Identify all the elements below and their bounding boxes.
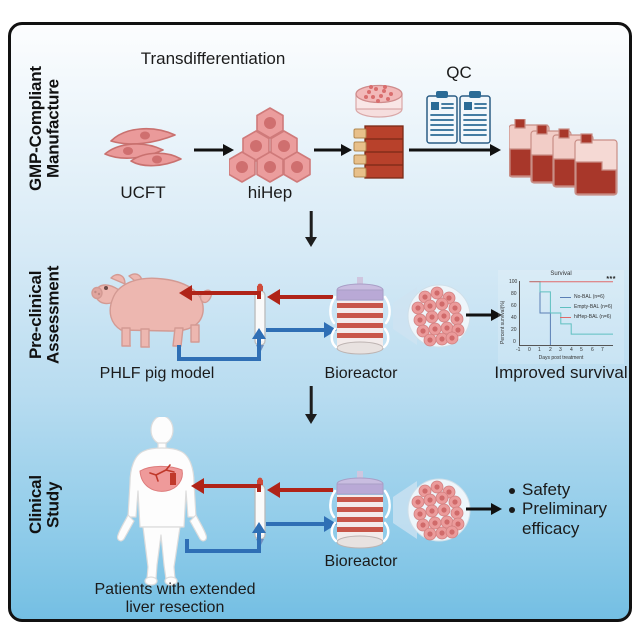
chart-x-tick: 6 — [591, 347, 594, 353]
chart-legend: No-BAL (n=6) Empty-BAL (n=6) hiHep-BAL (… — [560, 294, 612, 320]
venous-line-to-bioreactor-clinical — [266, 522, 326, 526]
chart-y-tick: 20 — [511, 327, 517, 333]
arterial-arrowhead-in-clinical — [267, 482, 280, 498]
arterial-line-in-clinical — [278, 488, 333, 492]
chart-x-tick: 5 — [580, 347, 583, 353]
pig-icon — [91, 273, 213, 348]
human-body-liver-icon — [116, 417, 208, 586]
chart-y-tick: 80 — [511, 291, 517, 297]
arterial-line-out-clinical — [203, 484, 261, 488]
culture-dish-icon — [355, 84, 403, 118]
vial-stack-icon — [353, 125, 404, 179]
legend-label: hiHep-BAL (n=6) — [574, 314, 612, 320]
legend-entry: No-BAL (n=6) — [560, 294, 612, 300]
outcome-label: Safety — [522, 480, 571, 499]
chart-x-tick: 4 — [570, 347, 573, 353]
legend-label: Empty-BAL (n=6) — [574, 304, 613, 310]
caption-improved-survival: Improved survival — [494, 363, 628, 382]
chart-y-tick: 40 — [511, 315, 517, 321]
bioreactor-icon-clinical — [329, 471, 391, 549]
venous-line-up-clinical — [257, 531, 261, 553]
venous-arrowhead-up-preclinical — [252, 328, 266, 339]
qc-clipboards-icon — [426, 91, 491, 144]
chart-x-axis-label: Days post treatment — [538, 355, 584, 361]
arterial-line-in-preclinical — [278, 295, 333, 299]
venous-arrowhead-up-clinical — [252, 522, 266, 533]
chart-x-tick: 2 — [549, 347, 552, 353]
arterial-arrowhead-preclinical — [179, 285, 192, 301]
qc-label: QC — [446, 63, 472, 82]
row-label-clinical: Clinical Study — [26, 475, 63, 535]
row-label-preclinical: Pre-clinical Assessment — [26, 265, 63, 365]
venous-line-from-pig-preclinical — [177, 345, 181, 361]
chart-significance-annotation: *** — [606, 276, 616, 283]
survival-chart: Survival *** Percent survival(%) 100 80 … — [498, 270, 624, 364]
chart-x-tick: 7 — [601, 347, 604, 353]
bullet-dot — [509, 488, 515, 494]
venous-arrowhead-preclinical — [324, 322, 337, 338]
legend-swatch — [560, 306, 571, 308]
venous-line-to-bioreactor-preclinical — [266, 328, 326, 332]
hihep-hexagonal-cells-icon — [229, 107, 311, 183]
chart-x-axis — [519, 345, 613, 346]
venous-line-bottom-clinical — [185, 549, 261, 553]
venous-line-bottom-preclinical — [177, 357, 261, 361]
list-item: Preliminary efficacy — [509, 499, 629, 538]
bullet-dot — [509, 507, 515, 514]
outcome-label: Preliminary efficacy — [522, 499, 608, 538]
chart-plot-area — [529, 281, 613, 345]
caption-hihep: hiHep — [247, 183, 293, 202]
arterial-arrowhead-in-preclinical — [267, 289, 280, 305]
chart-x-tick: 1 — [538, 347, 541, 353]
caption-ucft: UCFT — [120, 183, 166, 202]
chart-x-tick: 0 — [528, 347, 531, 353]
caption-bioreactor-preclinical: Bioreactor — [324, 365, 398, 382]
venous-line-up-preclinical — [257, 337, 261, 361]
arterial-line-vertical-clinical — [257, 484, 261, 492]
chart-y-axis — [519, 281, 520, 345]
chart-y-tick: 100 — [509, 279, 518, 285]
chart-y-axis-label: Percent survival(%) — [500, 300, 506, 344]
legend-swatch — [560, 316, 571, 318]
chart-x-tick: -1 — [516, 347, 521, 353]
bioreactor-icon-preclinical — [329, 277, 391, 355]
graphical-abstract-figure: GMP-Compliant Manufacture Transdifferent… — [8, 22, 632, 622]
list-item: Safety — [509, 480, 629, 499]
heading-transdifferentiation: Transdifferentiation — [140, 49, 286, 68]
caption-bioreactor-clinical: Bioreactor — [324, 553, 398, 570]
blood-bags-icon — [509, 119, 618, 196]
chart-x-tick: 3 — [559, 347, 562, 353]
arterial-line-vertical-preclinical — [257, 291, 261, 299]
clinical-outcomes-list: Safety Preliminary efficacy — [509, 480, 629, 538]
chart-y-tick: 60 — [511, 303, 517, 309]
row-label-gmp: GMP-Compliant Manufacture — [26, 66, 63, 192]
arterial-arrowhead-clinical — [191, 478, 204, 494]
legend-swatch — [560, 296, 571, 298]
caption-phlf-pig-model: PHLF pig model — [99, 365, 215, 382]
venous-line-from-patient-clinical — [185, 539, 189, 553]
arterial-line-out-preclinical — [191, 291, 261, 295]
legend-entry: Empty-BAL (n=6) — [560, 304, 612, 310]
chart-y-tick: 0 — [513, 339, 516, 345]
cell-cluster-magnifier-icon-clinical — [393, 478, 471, 542]
ucft-fibroblast-cells-icon — [104, 127, 182, 167]
legend-entry: hiHep-BAL (n=6) — [560, 314, 612, 320]
chart-title: Survival — [550, 271, 572, 277]
venous-arrowhead-clinical — [324, 516, 337, 532]
legend-label: No-BAL (n=6) — [574, 294, 605, 300]
cell-cluster-magnifier-icon-preclinical — [393, 284, 471, 348]
caption-patients: Patients with extended liver resection — [94, 581, 256, 616]
